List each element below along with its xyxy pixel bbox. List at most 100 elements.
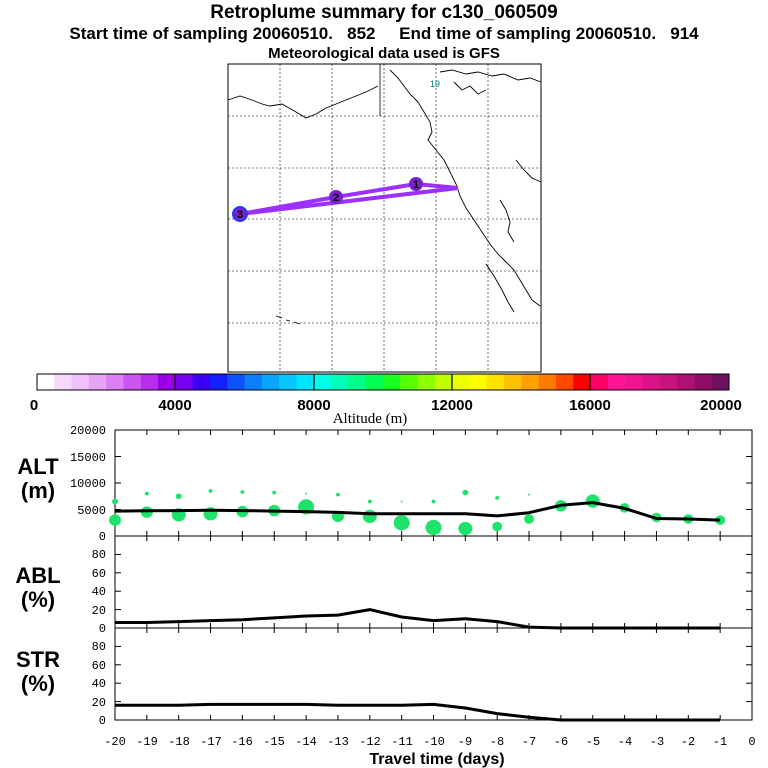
colorbar-swatch — [556, 374, 574, 390]
str-label-text: STR — [16, 647, 60, 672]
colorbar-swatch — [140, 374, 159, 390]
sampling-time-subtitle: Start time of sampling 20060510. 852 End… — [69, 24, 699, 43]
alt-spread-blob — [492, 521, 503, 532]
str-label-unit: (%) — [20, 671, 56, 696]
alt-spread-blob — [393, 515, 410, 531]
colorbar-swatch — [71, 374, 90, 390]
alt-label-unit: (m) — [20, 478, 56, 503]
alt-spread-blob — [112, 498, 118, 505]
map-frame — [227, 63, 542, 373]
trajectory-label-2: 2 — [333, 192, 339, 204]
alt-spread-blob — [585, 494, 600, 508]
alt-spread-blob — [528, 493, 531, 496]
colorbar-swatch — [296, 374, 315, 390]
colorbar-swatch — [642, 374, 661, 390]
alt-label-text: ALT — [17, 454, 59, 479]
colorbar-tick: 20000 — [700, 397, 742, 414]
alt-spread-blob — [272, 490, 277, 495]
alt-spread-blob — [362, 509, 377, 524]
colorbar-tick: 4000 — [158, 397, 191, 414]
sampling-marker-label: 19 — [430, 79, 440, 89]
colorbar-swatch — [417, 374, 436, 390]
alt-tick: 0 — [99, 530, 106, 544]
alt-spread-blob — [458, 521, 473, 536]
trajectory-label-1: 1 — [413, 179, 419, 191]
x-tick: -10 — [423, 735, 445, 749]
colorbar-swatch — [521, 374, 540, 390]
alt-spread-blob — [524, 514, 535, 524]
x-tick-labels: -20 -19 -18 -17 -16 -15 -14 -13 -12 -11 … — [104, 735, 755, 749]
trajectory-point-3 — [232, 206, 248, 222]
colorbar-swatch — [677, 374, 695, 390]
str-tick: 60 — [92, 659, 106, 673]
trajectory-point-1 — [409, 177, 423, 191]
colorbar-swatch — [123, 374, 142, 390]
colorbar-swatch — [469, 374, 488, 390]
colorbar-swatch — [607, 374, 626, 390]
alt-tick: 5000 — [77, 504, 106, 518]
alt-spread-blob — [144, 491, 149, 496]
colorbar-swatch — [37, 374, 55, 390]
x-tick: -17 — [200, 735, 222, 749]
x-tick: -5 — [586, 735, 600, 749]
alt-panel-label: ALT (m) — [8, 455, 68, 503]
colorbar-swatch — [538, 374, 557, 390]
trajectory-point-2 — [329, 190, 343, 204]
x-tick: -1 — [713, 735, 727, 749]
abl-panel-label: ABL (%) — [8, 564, 68, 612]
colorbar-swatch — [331, 374, 349, 390]
alt-spread-blob — [175, 493, 182, 500]
str-series-line — [115, 702, 721, 722]
colorbar-swatch — [279, 374, 297, 390]
colorbar-tick: 12000 — [431, 397, 473, 414]
colorbar-swatch — [711, 374, 730, 390]
colorbar-swatch — [106, 374, 124, 390]
map-gridlines — [228, 64, 541, 372]
str-tick: 80 — [92, 640, 106, 654]
trajectory-label-3: 3 — [237, 209, 243, 221]
abl-series-line — [115, 608, 721, 630]
colorbar-tick-labels: 0 4000 8000 12000 16000 20000 — [30, 397, 742, 414]
alt-tick: 10000 — [70, 477, 106, 491]
x-tick: -19 — [136, 735, 158, 749]
str-panel-label: STR (%) — [8, 648, 68, 696]
met-data-subtitle: Meteorological data used is GFS — [268, 45, 500, 62]
colorbar-swatch — [227, 374, 245, 390]
colorbar-swatch — [192, 374, 211, 390]
colorbar-swatch — [486, 374, 505, 390]
x-tick: -9 — [458, 735, 472, 749]
chart-title: Retroplume summary for c130_060509 — [210, 2, 558, 23]
alt-spread-blob — [367, 499, 372, 504]
colorbar-swatch — [158, 374, 176, 390]
x-tick: -7 — [522, 735, 536, 749]
colorbar-swatch — [504, 374, 522, 390]
alt-spread-blob — [305, 492, 308, 495]
alt-tick: 15000 — [70, 451, 106, 465]
alt-spread-blob — [400, 500, 403, 503]
alt-series-line — [114, 501, 721, 522]
x-axis-label: Travel time (days) — [369, 751, 504, 768]
str-tick: 20 — [92, 696, 106, 710]
colorbar-swatch — [348, 374, 367, 390]
x-tick: -8 — [490, 735, 504, 749]
colorbar-label: Altitude (m) — [333, 411, 408, 427]
colorbar-swatch — [54, 374, 72, 390]
x-tick: -6 — [554, 735, 568, 749]
y-tick-labels: 20000 15000 10000 5000 0 80 60 40 20 0 8… — [70, 424, 106, 728]
x-tick: -2 — [681, 735, 695, 749]
x-tick: -18 — [168, 735, 190, 749]
colorbar-swatch — [694, 374, 713, 390]
abl-label-unit: (%) — [20, 587, 56, 612]
alt-spread-blob — [462, 489, 469, 496]
colorbar-swatch — [261, 374, 280, 390]
alt-tick: 20000 — [70, 424, 106, 438]
alt-spread-blob — [495, 495, 500, 500]
x-tick: -13 — [327, 735, 349, 749]
alt-spread-blob — [431, 499, 436, 504]
abl-tick: 80 — [92, 548, 106, 562]
colorbar-swatch — [313, 374, 332, 390]
alt-spread-blob — [109, 514, 121, 526]
alt-spread-blob — [208, 489, 213, 493]
str-tick: 0 — [99, 714, 106, 728]
